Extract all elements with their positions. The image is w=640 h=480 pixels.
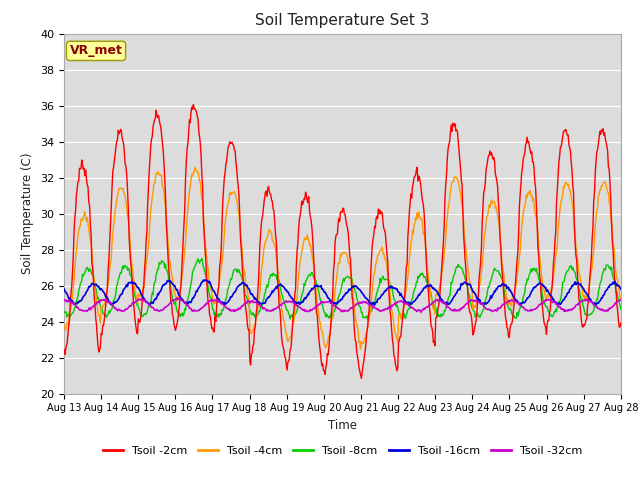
Tsoil -16cm bbox=[60, 286, 68, 292]
Tsoil -4cm bbox=[70, 278, 78, 284]
Tsoil -16cm bbox=[108, 302, 116, 308]
Tsoil -4cm bbox=[412, 215, 419, 220]
Tsoil -2cm bbox=[184, 141, 192, 146]
Tsoil -8cm bbox=[127, 274, 135, 279]
Tsoil -8cm bbox=[412, 284, 419, 289]
Tsoil -8cm bbox=[70, 308, 78, 313]
Tsoil -8cm bbox=[617, 306, 625, 312]
Tsoil -4cm bbox=[60, 325, 68, 331]
Tsoil -4cm bbox=[127, 258, 135, 264]
X-axis label: Time: Time bbox=[328, 419, 357, 432]
Tsoil -16cm bbox=[428, 284, 436, 289]
Tsoil -2cm bbox=[358, 375, 365, 381]
Tsoil -16cm bbox=[70, 302, 78, 308]
Tsoil -16cm bbox=[128, 279, 136, 285]
Tsoil -2cm bbox=[70, 229, 78, 235]
Tsoil -4cm bbox=[184, 205, 192, 211]
Title: Soil Temperature Set 3: Soil Temperature Set 3 bbox=[255, 13, 429, 28]
Tsoil -8cm bbox=[289, 317, 297, 323]
Line: Tsoil -32cm: Tsoil -32cm bbox=[64, 298, 621, 312]
Tsoil -4cm bbox=[214, 288, 222, 294]
Tsoil -8cm bbox=[428, 297, 436, 302]
Tsoil -16cm bbox=[201, 277, 209, 283]
Line: Tsoil -2cm: Tsoil -2cm bbox=[64, 104, 621, 378]
Tsoil -32cm bbox=[214, 299, 222, 304]
Tsoil -2cm bbox=[189, 101, 197, 107]
Tsoil -2cm bbox=[60, 347, 68, 352]
Tsoil -8cm bbox=[184, 296, 192, 302]
Tsoil -16cm bbox=[412, 297, 419, 303]
Tsoil -8cm bbox=[198, 256, 205, 262]
Tsoil -16cm bbox=[617, 286, 625, 292]
Tsoil -16cm bbox=[185, 299, 193, 304]
Line: Tsoil -8cm: Tsoil -8cm bbox=[64, 259, 621, 320]
Tsoil -4cm bbox=[356, 346, 364, 352]
Tsoil -32cm bbox=[185, 303, 193, 309]
Tsoil -2cm bbox=[412, 172, 419, 178]
Tsoil -4cm bbox=[428, 298, 436, 304]
Legend: Tsoil -2cm, Tsoil -4cm, Tsoil -8cm, Tsoil -16cm, Tsoil -32cm: Tsoil -2cm, Tsoil -4cm, Tsoil -8cm, Tsoi… bbox=[99, 441, 586, 460]
Tsoil -32cm bbox=[417, 310, 425, 315]
Tsoil -32cm bbox=[173, 295, 181, 300]
Tsoil -2cm bbox=[127, 267, 135, 273]
Tsoil -8cm bbox=[214, 311, 222, 317]
Tsoil -2cm bbox=[617, 320, 625, 326]
Y-axis label: Soil Temperature (C): Soil Temperature (C) bbox=[22, 153, 35, 275]
Tsoil -32cm bbox=[617, 297, 625, 302]
Tsoil -8cm bbox=[60, 309, 68, 315]
Line: Tsoil -16cm: Tsoil -16cm bbox=[64, 280, 621, 305]
Tsoil -32cm bbox=[70, 301, 78, 307]
Tsoil -32cm bbox=[127, 303, 135, 309]
Tsoil -2cm bbox=[214, 288, 222, 293]
Text: VR_met: VR_met bbox=[70, 44, 122, 58]
Tsoil -4cm bbox=[191, 165, 198, 170]
Tsoil -4cm bbox=[617, 296, 625, 302]
Tsoil -2cm bbox=[428, 324, 436, 330]
Tsoil -32cm bbox=[428, 300, 436, 306]
Tsoil -32cm bbox=[411, 307, 419, 313]
Tsoil -16cm bbox=[215, 296, 223, 302]
Tsoil -32cm bbox=[60, 297, 68, 302]
Line: Tsoil -4cm: Tsoil -4cm bbox=[64, 168, 621, 349]
